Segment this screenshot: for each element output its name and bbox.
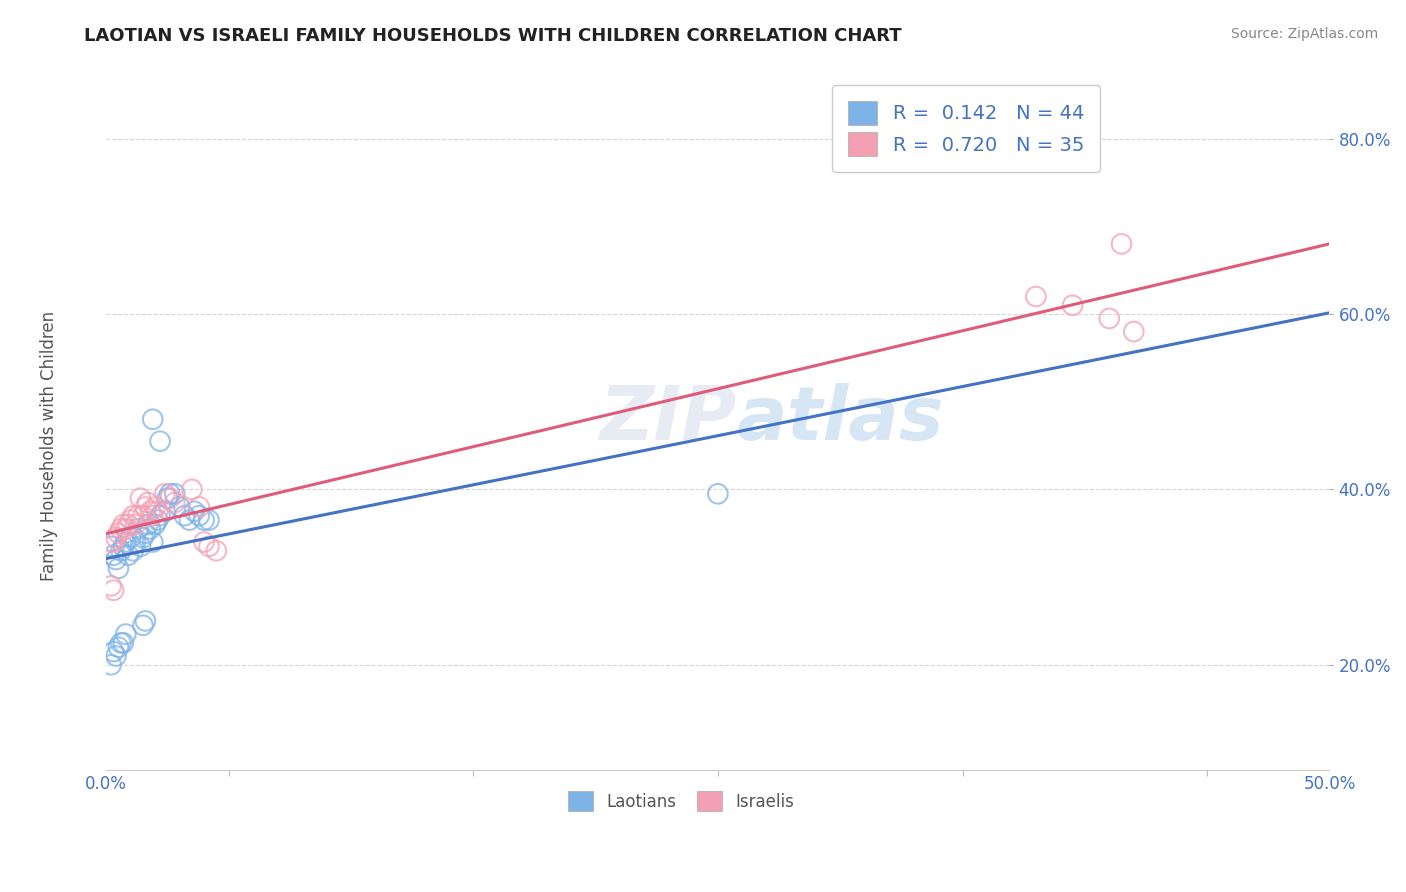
Point: [142, 535, 165, 549]
Point: [103, 535, 125, 549]
Point: [122, 508, 145, 523]
Point: [1025, 289, 1047, 303]
Point: [100, 657, 122, 672]
Point: [107, 526, 129, 541]
Point: [707, 487, 730, 501]
Point: [134, 500, 156, 514]
Point: [188, 500, 211, 514]
Point: [120, 513, 142, 527]
Point: [1111, 236, 1133, 251]
Point: [127, 522, 149, 536]
Point: [100, 540, 122, 554]
Point: [198, 540, 221, 554]
Point: [136, 495, 159, 509]
Point: [169, 500, 191, 514]
Text: ZIP: ZIP: [600, 383, 738, 456]
Point: [180, 483, 202, 497]
Point: [134, 614, 156, 628]
Point: [146, 504, 169, 518]
Point: [103, 645, 125, 659]
Point: [110, 636, 132, 650]
Point: [142, 508, 165, 523]
Point: [132, 531, 155, 545]
Point: [117, 548, 139, 562]
Point: [114, 535, 136, 549]
Point: [132, 508, 155, 523]
Point: [105, 552, 128, 566]
Point: [163, 487, 186, 501]
Point: [193, 535, 215, 549]
Legend: Laotians, Israelis: Laotians, Israelis: [555, 778, 807, 825]
Point: [122, 543, 145, 558]
Point: [103, 548, 125, 562]
Point: [112, 540, 135, 554]
Point: [117, 517, 139, 532]
Point: [139, 522, 162, 536]
Point: [159, 491, 181, 505]
Point: [112, 517, 135, 532]
Point: [143, 517, 166, 532]
Point: [114, 522, 136, 536]
Point: [124, 535, 146, 549]
Point: [193, 513, 215, 527]
Point: [153, 487, 176, 501]
Point: [103, 583, 125, 598]
Point: [114, 627, 136, 641]
Point: [1122, 325, 1144, 339]
Text: Family Households with Children: Family Households with Children: [41, 311, 58, 581]
Point: [100, 579, 122, 593]
Point: [124, 517, 146, 532]
Point: [1098, 311, 1121, 326]
Point: [179, 513, 201, 527]
Point: [149, 434, 172, 449]
Point: [129, 491, 152, 505]
Point: [205, 543, 228, 558]
Point: [188, 508, 211, 523]
Point: [153, 504, 176, 518]
Point: [139, 504, 162, 518]
Point: [143, 500, 166, 514]
Point: [163, 495, 186, 509]
Point: [105, 648, 128, 663]
Point: [173, 508, 195, 523]
Point: [107, 640, 129, 655]
Point: [149, 508, 172, 523]
Point: [156, 491, 179, 505]
Text: Source: ZipAtlas.com: Source: ZipAtlas.com: [1230, 27, 1378, 41]
Point: [198, 513, 221, 527]
Point: [146, 513, 169, 527]
Point: [105, 531, 128, 545]
Point: [110, 522, 132, 536]
Point: [120, 531, 142, 545]
Point: [142, 412, 165, 426]
Point: [132, 618, 155, 632]
Text: LAOTIAN VS ISRAELI FAMILY HOUSEHOLDS WITH CHILDREN CORRELATION CHART: LAOTIAN VS ISRAELI FAMILY HOUSEHOLDS WIT…: [84, 27, 903, 45]
Point: [110, 543, 132, 558]
Point: [127, 508, 149, 523]
Point: [183, 504, 205, 518]
Point: [134, 526, 156, 541]
Point: [159, 487, 181, 501]
Point: [107, 561, 129, 575]
Point: [1062, 298, 1084, 312]
Point: [136, 517, 159, 532]
Point: [100, 535, 122, 549]
Text: atlas: atlas: [737, 383, 943, 456]
Point: [112, 636, 135, 650]
Point: [129, 540, 152, 554]
